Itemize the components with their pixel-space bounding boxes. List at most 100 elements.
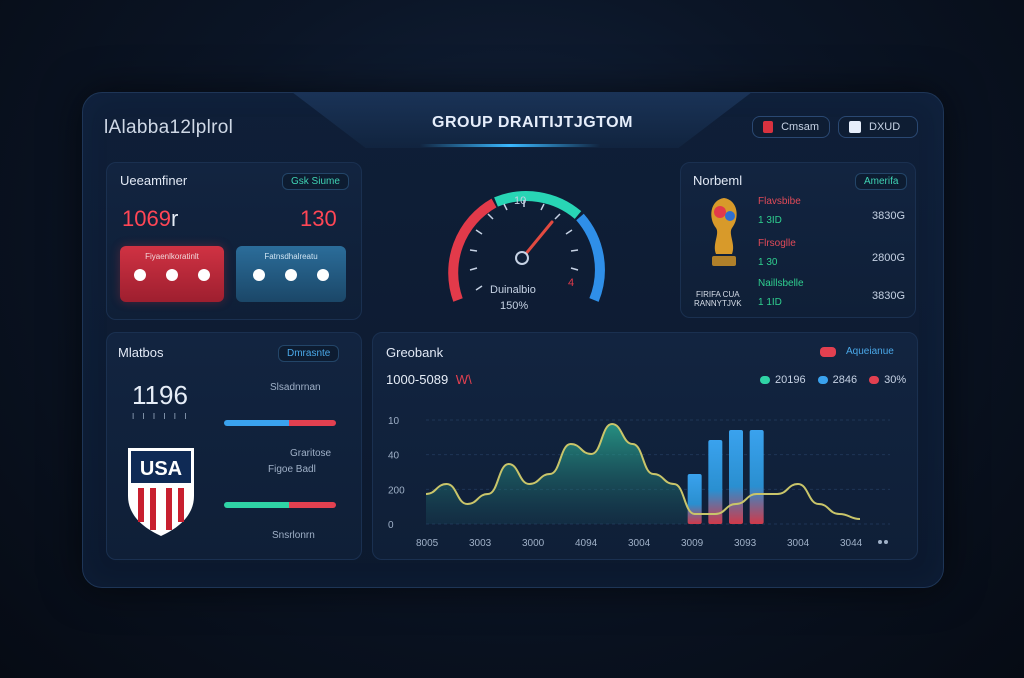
x-tick-label: 3000 (522, 538, 545, 549)
gauge-arc-blue (576, 213, 605, 302)
teams-panel-tag[interactable]: Amerifa (855, 173, 908, 190)
x-tick-label: 4094 (575, 538, 598, 549)
matches-bar-2 (224, 502, 336, 508)
chart-bar (749, 430, 764, 524)
team-row-number: 3830G (872, 210, 906, 222)
matches-bar-1-blue (224, 420, 289, 426)
trophy-caption-1: FIRIFA CUA (696, 290, 740, 299)
matches-panel-title: Mlatbos (118, 345, 164, 360)
team-row-label: Flrsoglle (758, 238, 796, 249)
area-fill (426, 424, 695, 524)
team-row-label: Flavsbibe (758, 196, 801, 207)
legend-item: 30% (869, 374, 906, 386)
gauge-arc-teal (494, 191, 582, 219)
chart-panel-title: Greobank (386, 345, 444, 360)
red-action-caption: Fiyaenlkoratinlt (145, 252, 199, 261)
chart-range-text: 1000-5089 (386, 372, 449, 387)
matches-label-1: Slsadnrnan (270, 382, 321, 393)
dashboard-title: GROUP DRAITIJTJGTOM (432, 114, 633, 131)
y-tick-label: 0 (388, 520, 394, 531)
x-tick-label: 3044 (840, 538, 863, 549)
speed-gauge: 10 4 (448, 191, 605, 302)
legend-label: 2846 (832, 374, 858, 386)
series-line (425, 422, 861, 520)
legend-swatch (817, 376, 828, 384)
matches-label-3: Snsrlonrn (272, 530, 315, 541)
crest-text: USA (140, 458, 182, 480)
legend-label: 30% (884, 374, 907, 386)
legend-swatch (760, 376, 770, 384)
chart-filter-label: Aqueianue (846, 346, 894, 357)
gauge-caption: Duinalbio (490, 284, 536, 296)
user-icon (849, 121, 861, 133)
team-row[interactable]: Naillsbelle 1 1ID 3830G (758, 278, 908, 308)
gauge-hub (515, 251, 529, 265)
calendar-icon (763, 121, 774, 133)
score-left: 1069r (122, 206, 178, 232)
legend-label: 20196 (775, 374, 806, 386)
y-tick-label: 40 (388, 451, 400, 462)
blue-action-dots (236, 269, 346, 281)
gauge-tick-4: 4 (568, 277, 574, 289)
chart-range-badge: W\ (455, 372, 472, 387)
x-tick-label: 3004 (787, 538, 810, 549)
score-panel-tag[interactable]: Gsk Siume (282, 173, 349, 190)
x-tick-label: 3003 (469, 538, 492, 549)
score-right: 130 (300, 206, 337, 232)
team-row-number: 3830G (872, 290, 906, 302)
y-tick-label: 200 (388, 485, 405, 496)
area-chart: 10 40 200 0 8005 3003 3000 4094 3004 3009 3093 3004… (388, 416, 890, 549)
team-row-value: 1 1ID (758, 297, 782, 308)
legend-item: 20196 (760, 374, 806, 386)
calendar-button[interactable]: Cmsam (752, 116, 830, 138)
chart-bar (729, 430, 743, 524)
team-row[interactable]: Flavsbibe 1 3ID 3830G (758, 196, 908, 226)
matches-bar-2-teal (224, 502, 289, 508)
chart-filter[interactable]: Aqueianue (820, 346, 894, 357)
score-panel-title: Ueeamfiner (120, 173, 188, 188)
user-button[interactable]: DXUD (838, 116, 918, 138)
matches-bar-2-red (288, 502, 336, 508)
blue-action-button[interactable]: Fatnsdhalreatu (236, 246, 346, 302)
red-action-button[interactable]: Fiyaenlkoratinlt (120, 246, 224, 302)
title-bar (292, 92, 752, 148)
score-left-value: 1069 (122, 206, 171, 231)
matches-panel-tag[interactable]: Dmrasnte (278, 345, 340, 362)
ellipsis-icon (878, 540, 882, 544)
usa-crest-icon: USA (128, 448, 194, 536)
calendar-button-label: Cmsam (781, 121, 819, 133)
gauge-ticks (469, 200, 579, 291)
team-row-value: 1 3ID (758, 215, 782, 226)
x-tick-label: 8005 (416, 538, 439, 549)
trophy-icon (711, 198, 737, 266)
chart-bar (708, 440, 723, 524)
matches-label-2b: Figoe Badl (268, 464, 316, 475)
matches-bar-1 (224, 420, 336, 426)
matches-label-2a: Graritose (290, 448, 332, 459)
gauge-arc-red (448, 198, 497, 302)
teams-panel-title: Norbeml (693, 173, 743, 188)
title-glow (420, 144, 600, 147)
chart-range: 1000-5089 W\ (386, 372, 472, 387)
user-button-label: DXUD (869, 121, 901, 133)
matches-count: 1196 (132, 380, 188, 410)
team-row-number: 2800G (872, 252, 906, 264)
record-icon (820, 346, 836, 357)
gauge-tick-10: 10 (514, 195, 526, 207)
red-action-dots (120, 269, 224, 281)
team-row-label: Naillsbelle (758, 278, 804, 289)
score-right-value: 130 (300, 206, 337, 231)
matches-bar-1-red (288, 420, 336, 426)
x-tick-label: 3009 (681, 538, 704, 549)
chart-legend: 20196 2846 30% (760, 374, 906, 386)
team-row[interactable]: Flrsoglle 1 30 2800G (758, 238, 908, 268)
x-tick-label: 3004 (628, 538, 651, 549)
y-tick-label: 10 (388, 416, 400, 427)
x-tick-label: 3093 (734, 538, 757, 549)
score-left-suffix: r (170, 206, 179, 231)
team-row-value: 1 30 (758, 257, 778, 268)
ellipsis-icon (884, 540, 888, 544)
trophy-caption-2: RANNYTJVK (694, 299, 742, 308)
matches-count-ticks: I I I I I I (132, 412, 190, 421)
chart-bar (687, 474, 702, 524)
